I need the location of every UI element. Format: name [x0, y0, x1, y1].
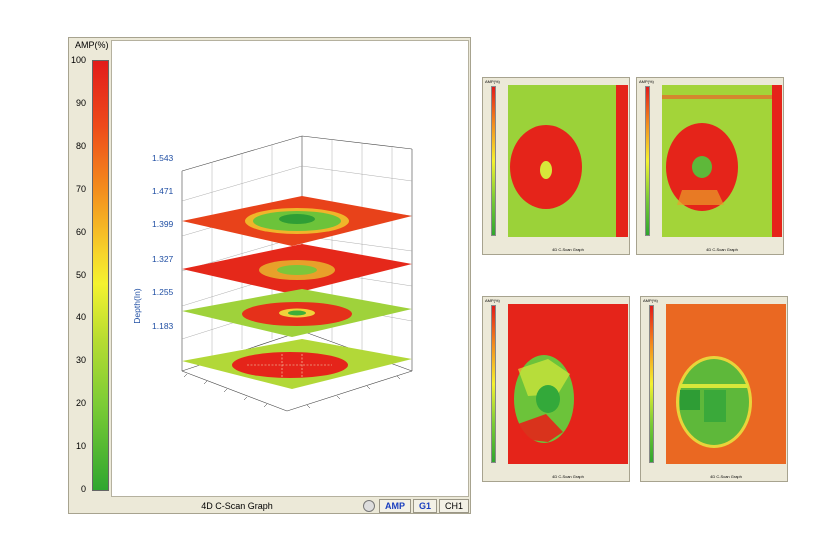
- mini-cscan-image: [662, 85, 782, 237]
- mini-scale-title: AMP(%): [485, 298, 500, 303]
- cscan-layer-1: [182, 196, 412, 246]
- depth-tick-label: 1.543: [152, 153, 174, 163]
- depth-axis-label: Depth(In): [132, 288, 142, 324]
- cscan-layer-2: [182, 244, 412, 294]
- mini-cscan-4: AMP(%) 4D C-Scan Graph: [640, 296, 788, 482]
- amp-scale-tick-label: 60: [75, 226, 86, 237]
- mini-status-title: 4D C-Scan Graph: [706, 247, 738, 252]
- main-cscan-panel: AMP(%) 100 90 80 70 60 50 40 30 20 10 0: [68, 37, 471, 514]
- mini-status-title: 4D C-Scan Graph: [710, 474, 742, 479]
- mini-color-scale: [645, 86, 650, 236]
- amp-scale-tick-label: 80: [75, 140, 86, 151]
- depth-tick-label: 1.471: [152, 186, 174, 196]
- 3d-axes-plot: Depth(In) 1.543 1.471 1.399 1.327 1.255 1.183: [132, 135, 413, 412]
- depth-tick-label: 1.255: [152, 287, 174, 297]
- cscan-layer-4: [182, 339, 412, 389]
- depth-tick-label: 1.183: [152, 321, 174, 331]
- mini-scale-title: AMP(%): [485, 79, 500, 84]
- amp-scale-tick-label: 100: [70, 55, 86, 65]
- amp-scale-tick-label: 10: [75, 441, 86, 452]
- amp-scale-tick-label: 70: [75, 183, 86, 194]
- mini-scale-title: AMP(%): [643, 298, 658, 303]
- amp-scale-tick-label: 0: [80, 484, 86, 494]
- mini-scale-title: AMP(%): [639, 79, 654, 84]
- depth-tick-label: 1.327: [152, 254, 174, 264]
- mini-cscan-image: [508, 304, 628, 464]
- mini-status-bar: 4D C-Scan Graph: [667, 474, 785, 480]
- record-icon[interactable]: [362, 500, 375, 512]
- mini-cscan-image: [666, 304, 786, 464]
- mini-status-bar: 4D C-Scan Graph: [509, 474, 627, 480]
- mini-cscan-2: AMP(%) 4D C-Scan Graph: [636, 77, 784, 255]
- mini-status-bar: 4D C-Scan Graph: [663, 247, 781, 253]
- amp-scale-tick-label: 30: [75, 355, 86, 366]
- amp-scale-tick-label: 90: [75, 97, 86, 108]
- mini-cscan-3: AMP(%) 4D C-Scan Graph: [482, 296, 630, 482]
- status-title: 4D C-Scan Graph: [201, 501, 273, 511]
- mini-status-bar: 4D C-Scan Graph: [509, 247, 627, 253]
- amp-scale-tick-label: 50: [75, 269, 86, 280]
- 4d-cscan-plot: Depth(In) 1.543 1.471 1.399 1.327 1.255 1.183: [111, 40, 469, 497]
- mini-cscan-1: AMP(%) 4D C-Scan Graph: [482, 77, 630, 255]
- ch1-button[interactable]: CH1: [438, 499, 469, 513]
- mini-cscan-image: [508, 85, 628, 237]
- main-status-bar: 4D C-Scan Graph AMP G1 CH1: [111, 499, 469, 513]
- g1-button[interactable]: G1: [412, 499, 437, 513]
- amp-color-scale: [92, 60, 109, 491]
- depth-tick-label: 1.399: [152, 219, 174, 229]
- mini-color-scale: [491, 305, 496, 463]
- cscan-layer-3: [182, 289, 412, 337]
- amp-scale-tick-label: 20: [75, 398, 86, 409]
- amp-button[interactable]: AMP: [378, 499, 411, 513]
- mini-color-scale: [649, 305, 654, 463]
- mini-color-scale: [491, 86, 496, 236]
- amp-scale-tick-label: 40: [75, 312, 86, 323]
- mini-status-title: 4D C-Scan Graph: [552, 247, 584, 252]
- amp-scale-title: AMP(%): [75, 40, 109, 50]
- mini-status-title: 4D C-Scan Graph: [552, 474, 584, 479]
